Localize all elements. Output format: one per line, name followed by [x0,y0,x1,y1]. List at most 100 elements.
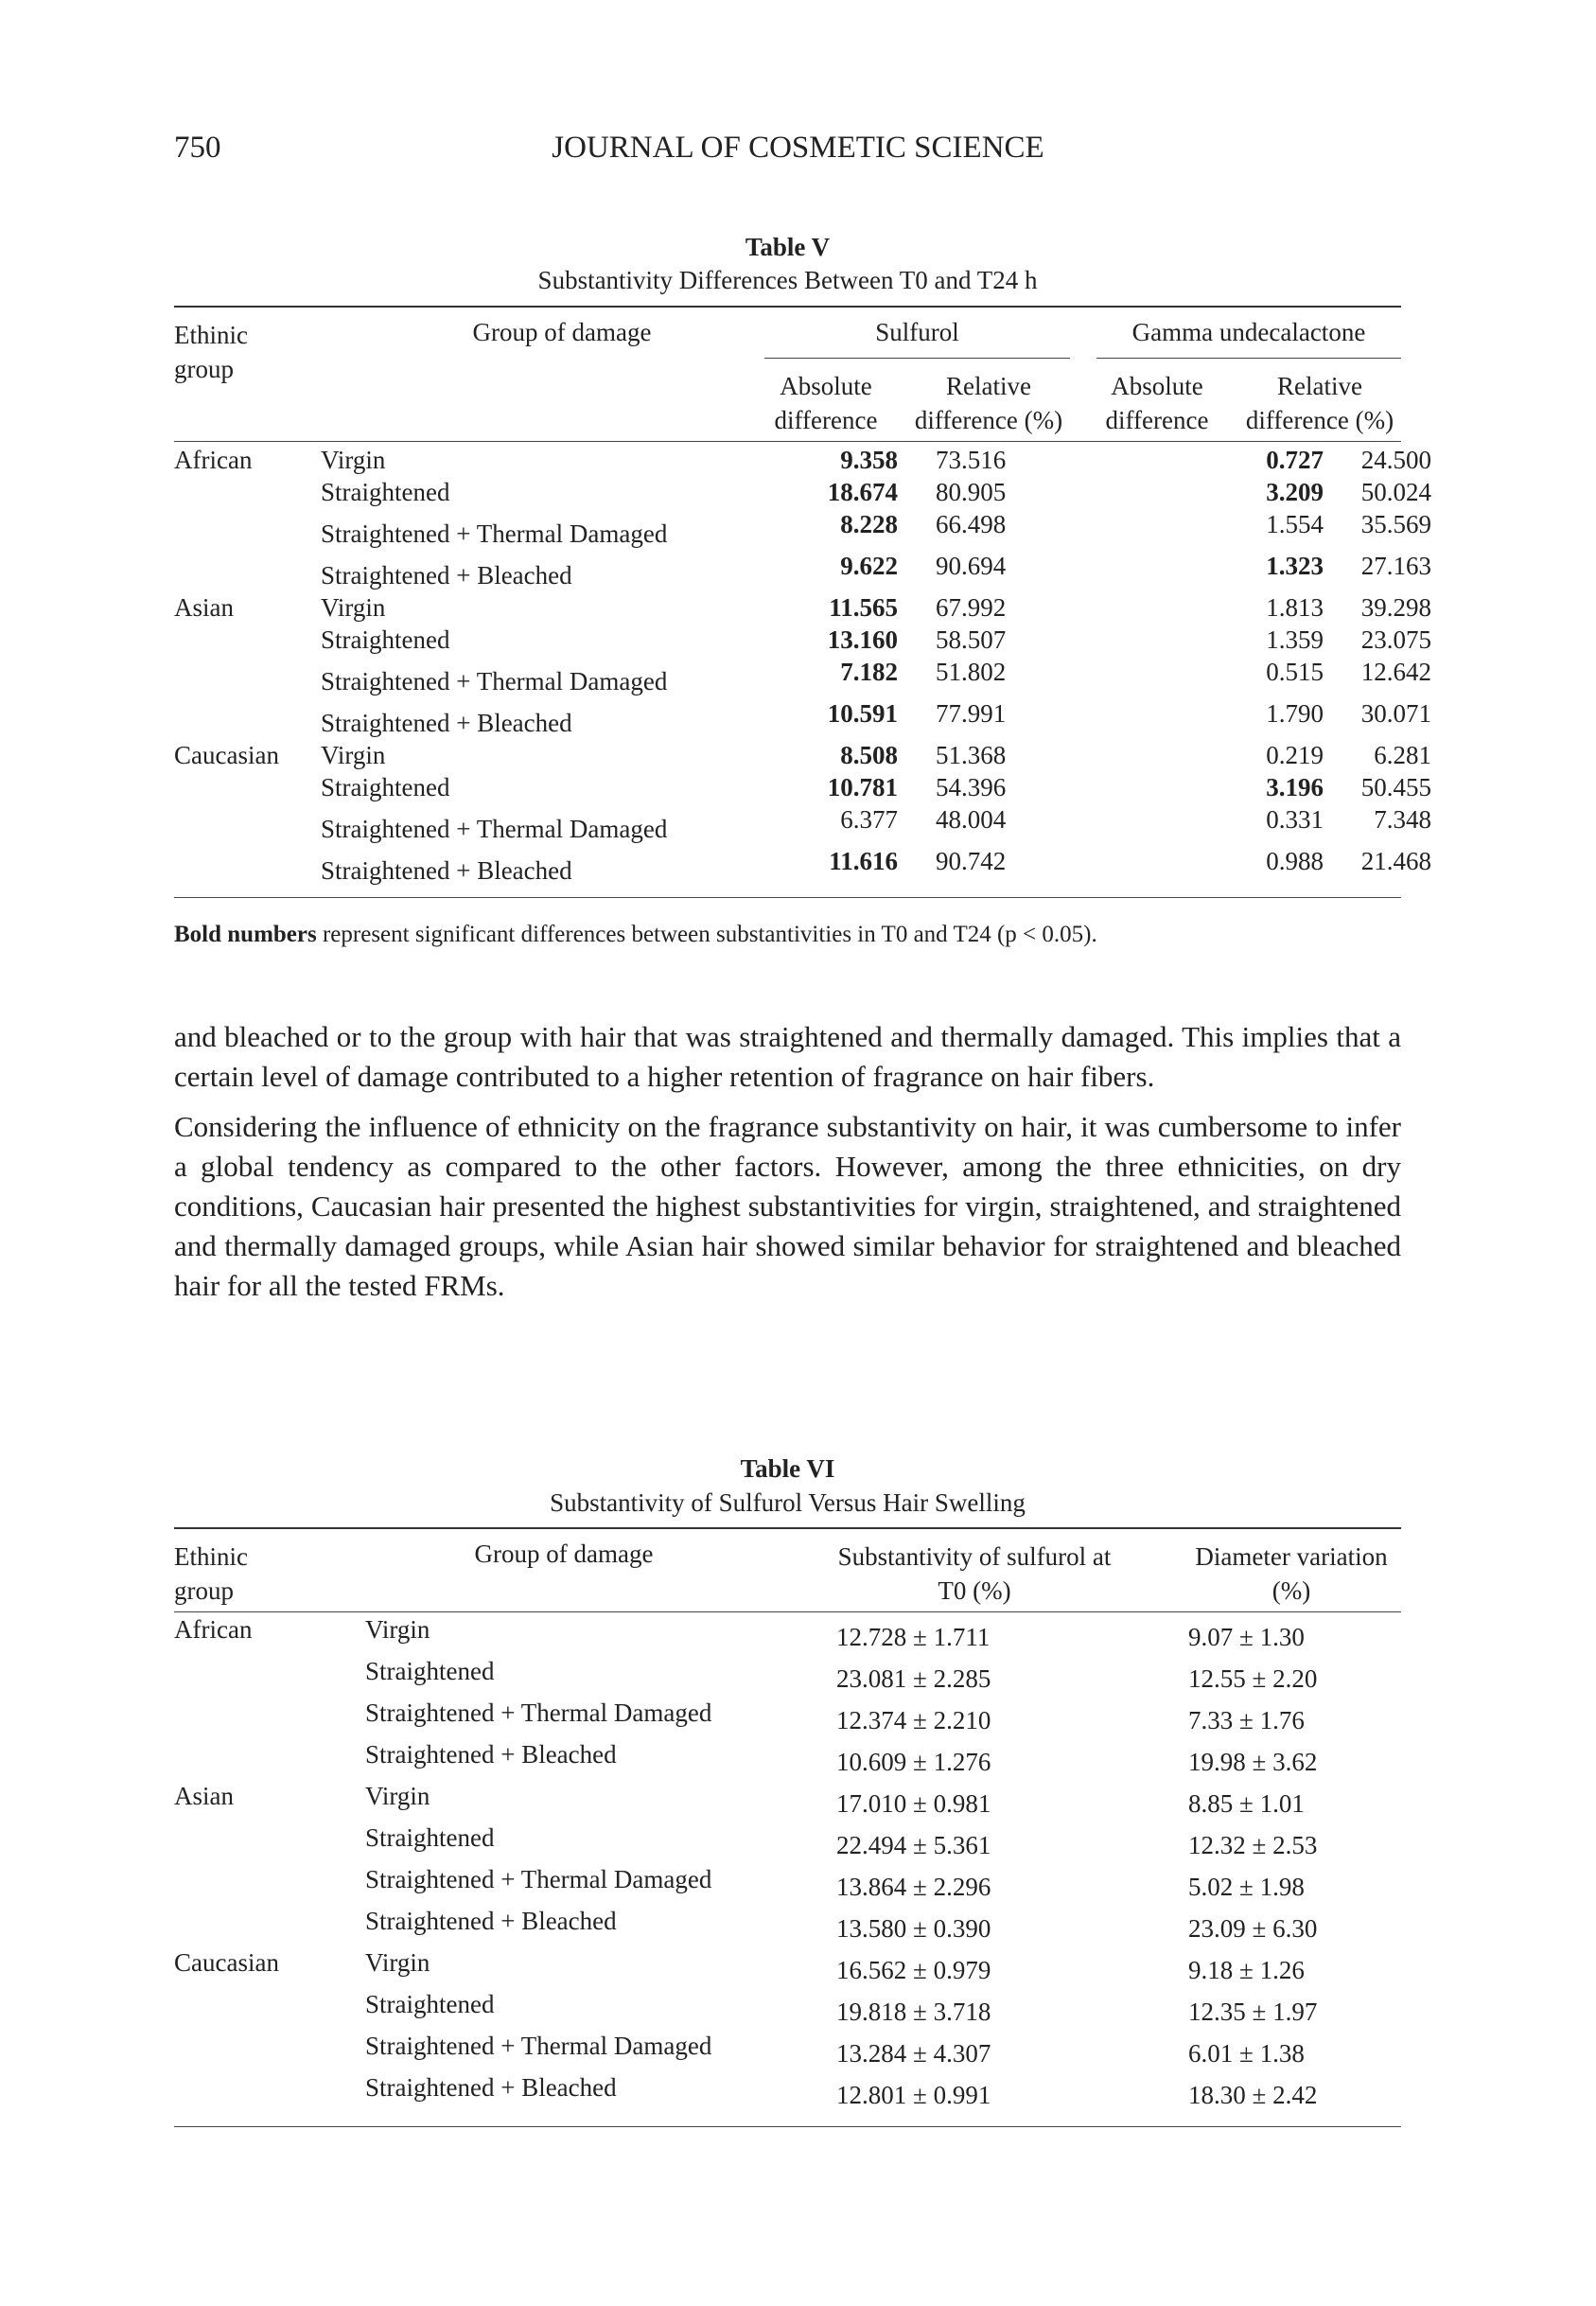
table5-header-sulfurol: Sulfurol [875,318,959,346]
table6-header-sulfurol: Substantivity of sulfurol at T0 (%) [837,1542,1112,1605]
group-cell: Straightened + Bleached [365,2073,617,2102]
ethnic-cell: African [174,1615,253,1644]
table6-body: African Virgin 12.728 ± 1.711 9.07 ± 1.30 St… [174,1615,1401,2115]
sulfurol-cell: 13.864 ± 2.296 [836,1873,991,1901]
sulfurol-cell: 22.494 ± 5.361 [836,1831,991,1859]
sulfurol-rel-cell: 58.507 [936,625,1007,654]
table6-row: Caucasian Virgin 16.562 ± 0.979 9.18 ± 1.26 [174,1948,1401,1990]
group-cell: Straightened + Thermal Damaged [365,1865,712,1893]
sulfurol-abs-cell: 11.616 [829,847,898,875]
ethnic-cell [174,699,321,741]
table6-row: Straightened 23.081 ± 2.285 12.55 ± 2.20 [174,1657,1401,1699]
table6-row: African Virgin 12.728 ± 1.711 9.07 ± 1.30 [174,1615,1401,1657]
sulfurol-rel-cell: 67.992 [936,593,1007,622]
table6-row: Asian Virgin 17.010 ± 0.981 8.85 ± 1.01 [174,1782,1401,1823]
ethnic-cell [174,1699,365,1740]
group-cell: Straightened + Bleached [365,1907,617,1935]
gamma-abs-cell: 1.323 [1266,552,1324,580]
sulfurol-cell: 12.728 ± 1.711 [836,1623,991,1651]
gamma-rel-cell: 7.348 [1374,805,1431,834]
ethnic-cell [174,1740,365,1782]
sulfurol-rel-cell: 90.694 [936,552,1007,580]
sulfurol-rel-cell: 77.991 [936,699,1007,728]
sulfurol-rel-cell: 66.498 [936,510,1007,538]
ethnic-cell [174,847,321,889]
ethnic-cell: African [174,446,253,474]
table5-row: Straightened 18.674 80.905 3.209 50.024 [174,478,1475,510]
group-cell: Straightened + Thermal Damaged [321,815,668,843]
ethnic-cell [174,478,321,510]
sulfurol-rel-cell: 54.396 [936,773,1007,801]
gamma-rel-cell: 50.455 [1360,773,1431,801]
group-cell: Straightened + Thermal Damaged [321,667,668,695]
ethnic-cell [174,552,321,593]
group-cell: Virgin [321,446,386,474]
diameter-cell: 12.55 ± 2.20 [1188,1664,1318,1693]
ethnic-cell [174,2032,365,2073]
gamma-rel-cell: 27.163 [1360,552,1431,580]
gamma-abs-cell: 0.219 [1266,741,1324,769]
ethnic-cell [174,658,321,699]
group-cell: Straightened + Thermal Damaged [365,2032,712,2060]
ethnic-cell [174,1823,365,1865]
gamma-abs-cell: 1.790 [1266,699,1324,728]
gamma-rel-cell: 23.075 [1360,625,1431,654]
sulfurol-abs-cell: 10.591 [827,699,898,728]
ethnic-cell [174,510,321,552]
gamma-abs-cell: 3.196 [1266,773,1324,801]
gamma-abs-cell: 1.359 [1266,625,1324,654]
table6-header-diameter: Diameter variation (%) [1195,1542,1388,1605]
group-cell: Straightened [365,1990,495,2018]
diameter-cell: 5.02 ± 1.98 [1188,1873,1305,1901]
sulfurol-abs-cell: 9.358 [840,446,898,474]
table6-header-rule [174,1611,1401,1612]
sulfurol-rel-cell: 51.368 [936,741,1007,769]
table5-header-s-abs: Absolute difference [774,372,878,434]
table6-header-group: Group of damage [474,1540,654,1568]
diameter-cell: 19.98 ± 3.62 [1188,1748,1318,1776]
table5-header-g-rel: Relative difference (%) [1245,372,1394,434]
group-cell: Straightened + Bleached [365,1740,617,1769]
table5-header-ethnic: Ethinic group [174,321,248,383]
table5-header-rule [174,441,1401,442]
sulfurol-rel-cell: 73.516 [936,446,1007,474]
sulfurol-cell: 10.609 ± 1.276 [836,1748,991,1776]
group-cell: Virgin [365,1615,430,1644]
body-text: and bleached or to the group with hair t… [174,1017,1401,1316]
sulfurol-cell: 13.284 ± 4.307 [836,2039,991,2068]
table5-row: Caucasian Virgin 8.508 51.368 0.219 6.281 [174,741,1475,773]
diameter-cell: 18.30 ± 2.42 [1188,2081,1318,2109]
group-cell: Straightened + Bleached [321,856,572,885]
gamma-abs-cell: 3.209 [1266,478,1324,506]
group-cell: Straightened [321,478,450,506]
gamma-abs-cell: 1.813 [1266,593,1324,622]
sulfurol-abs-cell: 18.674 [827,478,898,506]
gamma-abs-cell: 0.727 [1266,446,1324,474]
gamma-abs-cell: 0.515 [1266,658,1324,686]
sulfurol-cell: 23.081 ± 2.285 [836,1664,991,1693]
table5-header-g-abs: Absolute difference [1105,372,1209,434]
table6-row: Straightened 22.494 ± 5.361 12.32 ± 2.53 [174,1823,1401,1865]
sulfurol-abs-cell: 6.377 [840,805,898,834]
table5-title: Table V [745,233,831,261]
table5-row: Straightened 13.160 58.507 1.359 23.075 [174,625,1475,658]
running-header: JOURNAL OF COSMETIC SCIENCE [552,131,1044,165]
group-cell: Straightened [321,773,450,801]
gamma-rel-cell: 30.071 [1360,699,1431,728]
sulfurol-rel-cell: 51.802 [936,658,1007,686]
table6-header-ethnic: Ethinic group [174,1542,248,1605]
ethnic-cell: Caucasian [174,1948,279,1977]
sulfurol-abs-cell: 8.508 [840,741,898,769]
gamma-rel-cell: 50.024 [1360,478,1431,506]
sulfurol-abs-cell: 9.622 [840,552,898,580]
group-cell: Straightened + Thermal Damaged [365,1699,712,1727]
gamma-rel-cell: 12.642 [1360,658,1431,686]
ethnic-cell [174,625,321,658]
gamma-rel-cell: 24.500 [1360,446,1431,474]
gamma-abs-cell: 0.988 [1266,847,1324,875]
sulfurol-cell: 12.374 ± 2.210 [836,1706,991,1734]
table6-top-rule [174,1527,1401,1529]
table5-row: Asian Virgin 11.565 67.992 1.813 39.298 [174,593,1475,625]
table5-top-rule [174,306,1401,308]
diameter-cell: 9.07 ± 1.30 [1188,1623,1305,1651]
